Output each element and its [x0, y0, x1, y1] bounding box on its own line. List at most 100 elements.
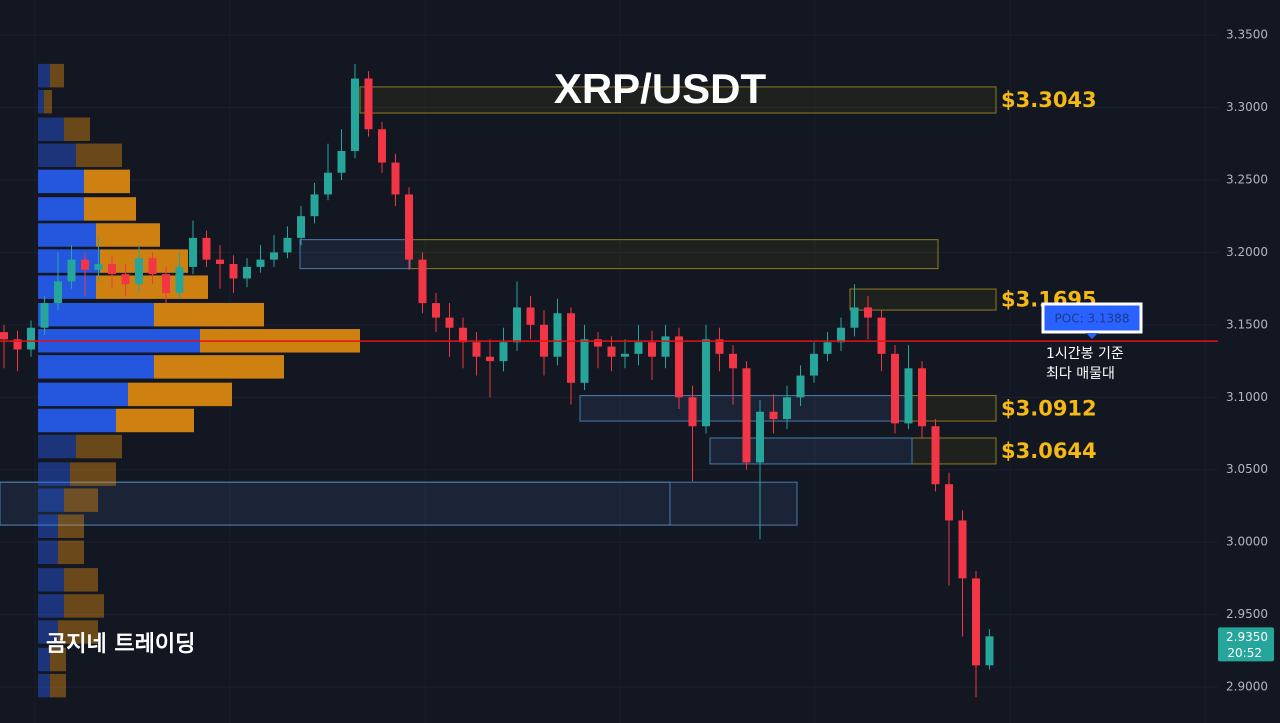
candle-body: [283, 237, 292, 253]
candle-body: [837, 327, 845, 343]
candle-body: [634, 342, 643, 354]
candle-body: [877, 317, 886, 354]
profile-sell: [154, 355, 284, 379]
profile-buy: [38, 647, 50, 672]
zone-label: $3.0644: [1001, 439, 1097, 463]
candle-body: [756, 411, 764, 463]
profile-buy: [38, 408, 116, 433]
candle-body: [67, 259, 76, 282]
profile-sell: [76, 434, 122, 459]
candle-body: [27, 327, 35, 350]
profile-buy: [38, 223, 96, 247]
y-tick-label: 2.9500: [1226, 607, 1268, 621]
profile-sell: [84, 169, 130, 194]
poc-note: 1시간봉 기준: [1046, 346, 1124, 362]
poc-label: POC: 3.1388: [1055, 312, 1130, 326]
profile-sell: [84, 197, 136, 221]
candle-body: [661, 336, 670, 357]
candle-body: [270, 252, 278, 260]
profile-buy: [38, 197, 84, 221]
candle-body: [891, 353, 899, 424]
candle-body: [459, 327, 467, 343]
candle-body: [351, 78, 359, 151]
candle-body: [189, 237, 197, 267]
candle-body: [864, 307, 872, 318]
candle-body: [702, 339, 710, 427]
profile-buy: [38, 594, 64, 618]
candle-body: [985, 636, 994, 666]
candle-body: [810, 353, 818, 376]
profile-sell: [64, 488, 98, 512]
candle-body: [823, 342, 832, 354]
candle-body: [121, 274, 130, 285]
y-tick-label: 3.0500: [1226, 462, 1268, 476]
candle-body: [972, 578, 980, 666]
y-tick-label: 3.2000: [1226, 245, 1268, 259]
candle-body: [108, 263, 116, 275]
zone: [409, 239, 939, 270]
profile-buy: [38, 568, 64, 592]
profile-sell: [96, 223, 160, 247]
candle-body: [904, 368, 913, 424]
candle-body: [148, 258, 157, 275]
candle-body: [945, 484, 953, 521]
candle-body: [135, 258, 143, 285]
candle-body: [850, 307, 859, 328]
last-price-label: 2.9350: [1226, 630, 1268, 644]
poc-note: 최다 매물대: [1046, 366, 1115, 382]
profile-buy: [38, 434, 76, 459]
profile-sell: [58, 514, 84, 538]
y-tick-label: 3.2500: [1226, 172, 1268, 186]
chart-title: XRP/USDT: [554, 65, 767, 112]
zone: [0, 481, 798, 526]
profile-sell: [128, 382, 232, 407]
candle-body: [40, 303, 49, 328]
candle-body: [526, 307, 535, 325]
last-price-time: 20:52: [1227, 646, 1262, 660]
profile-buy: [38, 143, 76, 168]
profile-sell: [64, 594, 104, 618]
profile-sell: [44, 89, 52, 114]
candle-body: [958, 520, 967, 579]
profile-sell: [50, 673, 66, 698]
y-tick-label: 3.3500: [1226, 28, 1268, 42]
candle-body: [648, 342, 656, 357]
y-tick-label: 3.0000: [1226, 535, 1268, 549]
candle-body: [499, 342, 508, 362]
profile-sell: [116, 408, 194, 433]
profile-buy: [38, 540, 58, 565]
zone: [911, 437, 997, 465]
candle-body: [742, 368, 751, 463]
y-tick-label: 2.9000: [1226, 680, 1268, 694]
candle-body: [81, 259, 89, 270]
candle-body: [621, 353, 629, 357]
candle-body: [229, 263, 238, 279]
price-axis-bg: [1218, 0, 1280, 723]
y-tick-label: 3.3000: [1226, 100, 1268, 114]
profile-sell: [50, 647, 66, 672]
zone-extra: [0, 481, 671, 526]
zone-label: $3.3043: [1001, 88, 1097, 112]
profile-buy: [38, 89, 44, 114]
candle-body: [256, 259, 265, 267]
profile-buy: [38, 514, 58, 538]
candle-body: [297, 216, 305, 238]
candle-body: [432, 303, 440, 318]
candle-body: [391, 162, 400, 195]
candle-body: [378, 129, 386, 163]
zone: [709, 437, 913, 465]
candle-body: [769, 411, 778, 420]
candle-body: [364, 78, 373, 130]
profile-sell: [58, 540, 84, 565]
profile-buy: [38, 673, 50, 698]
profile-buy: [38, 117, 64, 141]
profile-buy: [38, 275, 96, 299]
y-tick-label: 3.1500: [1226, 317, 1268, 331]
poc-box: [1041, 302, 1143, 334]
candle-body: [94, 263, 103, 270]
candle-body: [54, 281, 62, 304]
candle-body: [216, 259, 224, 264]
profile-buy: [38, 462, 70, 486]
candle-body: [175, 266, 184, 293]
